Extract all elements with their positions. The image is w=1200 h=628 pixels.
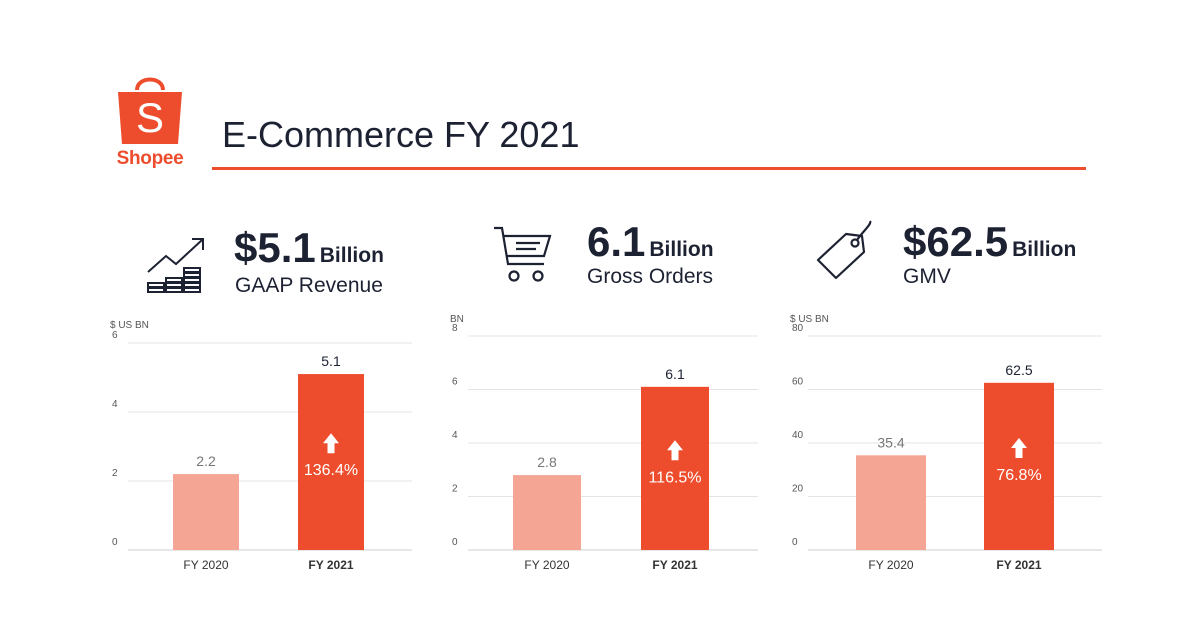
bar-value-label: 62.5 [1005, 362, 1032, 378]
growth-percent-label: 76.8% [996, 467, 1041, 484]
orders-bar-chart: BN 0 2 4 6 8 2.8 FY 2020 6.1 FY 2021 116.5% [448, 310, 758, 576]
up-arrow-icon [1011, 438, 1027, 459]
y-axis-unit-label: BN [450, 314, 464, 325]
chart-svg: $ US BN 0 20 40 60 80 35.4 FY 2020 62.5 FY 2021 76… [790, 314, 1102, 572]
y-tick-label: 8 [452, 323, 458, 334]
shopee-logo: S Shopee [108, 74, 192, 174]
bar [856, 455, 926, 550]
up-arrow-icon [667, 440, 683, 461]
bar-value-label: 6.1 [665, 366, 685, 382]
y-tick-label: 6 [452, 377, 458, 388]
up-arrow-icon [323, 433, 339, 454]
revenue-bar-chart: $ US BN 0 2 4 6 2.2 FY 2020 5.1 FY 2021 136.4% [108, 316, 412, 576]
y-tick-label: 4 [452, 430, 458, 441]
x-category-label: FY 2020 [183, 558, 228, 572]
y-tick-label: 0 [452, 537, 458, 548]
bar [984, 382, 1054, 550]
shopping-cart-icon [494, 226, 552, 282]
page-title: E-Commerce FY 2021 [222, 114, 580, 155]
chart-svg: BN 0 2 4 6 8 2.8 FY 2020 6.1 FY 2021 116.5% [450, 314, 758, 572]
title-divider [212, 167, 1086, 170]
growth-percent-label: 136.4% [304, 462, 358, 479]
bar-value-label: 35.4 [877, 434, 904, 450]
kpi-label: Gross Orders [587, 265, 714, 288]
y-tick-label: 2 [112, 468, 118, 479]
bar-value-label: 2.8 [537, 454, 557, 470]
x-category-label: FY 2021 [308, 558, 353, 572]
kpi-unit: Billion [1012, 238, 1077, 261]
kpi-value: $62.5 [903, 218, 1009, 265]
y-tick-label: 20 [792, 484, 804, 495]
y-axis-unit-label: $ US BN [790, 314, 829, 325]
kpi-value: $5.1 [234, 224, 316, 271]
y-tick-label: 60 [792, 377, 804, 388]
gmv-bar-chart: $ US BN 0 20 40 60 80 35.4 FY 2020 62.5 FY 2021 76… [788, 310, 1102, 576]
y-axis-unit-label: $ US BN [110, 320, 149, 331]
bar [513, 475, 581, 550]
kpi-value: 6.1 [587, 218, 646, 265]
kpi-label: GMV [903, 265, 951, 288]
y-tick-label: 40 [792, 430, 804, 441]
y-tick-label: 80 [792, 323, 804, 334]
x-category-label: FY 2021 [996, 558, 1041, 572]
bar [173, 474, 239, 550]
x-category-label: FY 2021 [652, 558, 697, 572]
growth-percent-label: 116.5% [648, 469, 701, 486]
y-tick-label: 2 [452, 484, 458, 495]
y-tick-label: 0 [792, 537, 798, 548]
x-category-label: FY 2020 [868, 558, 913, 572]
kpi-unit: Billion [649, 238, 714, 261]
bar [298, 374, 364, 550]
x-category-label: FY 2020 [524, 558, 569, 572]
y-tick-label: 4 [112, 399, 118, 410]
chart-svg: $ US BN 0 2 4 6 2.2 FY 2020 5.1 FY 2021 136.4% [110, 320, 412, 572]
growth-chart-icon [147, 238, 204, 293]
bar-value-label: 5.1 [321, 353, 341, 369]
brand-name: Shopee [116, 148, 184, 169]
bar-value-label: 2.2 [196, 453, 216, 469]
bar [641, 386, 709, 550]
shopping-bag-icon: S [118, 77, 182, 144]
kpi-unit: Billion [319, 244, 384, 267]
price-tag-icon [816, 220, 872, 280]
y-tick-label: 0 [112, 537, 118, 548]
svg-text:S: S [136, 94, 164, 141]
kpi-label: GAAP Revenue [235, 274, 383, 297]
y-tick-label: 6 [112, 330, 118, 341]
